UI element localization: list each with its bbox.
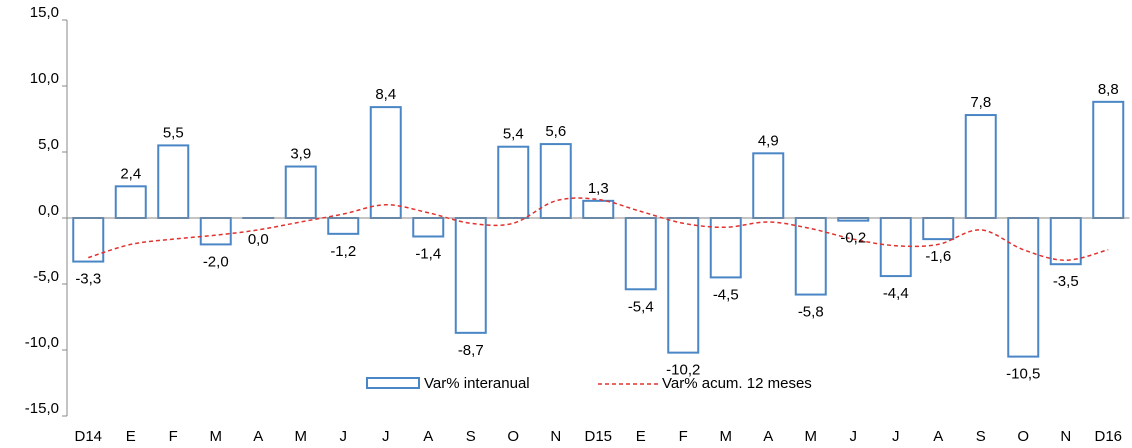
legend-label-interanual: Var% interanual (424, 375, 530, 392)
data-label: -5,4 (628, 298, 654, 315)
bar (412, 217, 445, 238)
line-series (88, 197, 1109, 261)
data-label: 3,9 (290, 146, 311, 163)
data-label: -1,2 (330, 243, 356, 260)
x-tick-label: O (507, 428, 519, 445)
bar (1007, 217, 1040, 358)
x-tick-label: D14 (74, 428, 102, 445)
bar (114, 185, 147, 220)
data-label: 5,4 (503, 126, 524, 143)
y-tick-label: 10,0 (30, 70, 59, 87)
bar (879, 217, 912, 278)
data-label: 0,0 (248, 231, 269, 248)
x-tick-label: D16 (1094, 428, 1122, 445)
y-axis: 15,0 10,0 5,0 0,0 -5,0 -10,0 -15,0 (25, 4, 68, 417)
line-path (88, 197, 1109, 261)
y-tick-label: 5,0 (38, 136, 59, 153)
data-label: -3,5 (1053, 273, 1079, 290)
x-tick-label: J (382, 428, 390, 445)
legend-bar-swatch (366, 377, 420, 389)
bar (624, 217, 657, 291)
data-label: 4,9 (758, 132, 779, 149)
bar (582, 199, 615, 219)
x-tick-label: A (423, 428, 433, 445)
bar-series (72, 100, 1125, 358)
data-label: -10,2 (666, 362, 700, 379)
x-tick-label: S (466, 428, 476, 445)
x-tick-label: J (892, 428, 900, 445)
bar (284, 165, 317, 220)
bar (922, 217, 955, 241)
data-label: 8,4 (375, 86, 396, 103)
bar (667, 217, 700, 354)
data-label: -0,2 (840, 230, 866, 247)
bar (1092, 100, 1125, 219)
bar (539, 143, 572, 219)
x-tick-label: M (295, 428, 308, 445)
category-labels: D14 E F M A M J J A S O N D15 E F M A M J J A S O N D16 (74, 428, 1122, 445)
x-tick-label: M (805, 428, 818, 445)
y-tick-label: -5,0 (33, 268, 59, 285)
y-tick-label: 0,0 (38, 202, 59, 219)
data-label: -4,4 (883, 285, 909, 302)
bar (794, 217, 827, 296)
y-tick-label: -10,0 (25, 334, 59, 351)
data-label: 5,6 (545, 123, 566, 140)
bar (752, 152, 785, 220)
legend: Var% interanual Var% acum. 12 meses (366, 375, 812, 392)
x-tick-label: S (976, 428, 986, 445)
data-label: 1,3 (588, 180, 609, 197)
x-tick-label: J (340, 428, 348, 445)
x-tick-label: A (933, 428, 943, 445)
bar (327, 217, 360, 235)
data-label: -1,4 (415, 245, 441, 262)
data-label: -8,7 (458, 342, 484, 359)
data-label: 5,5 (163, 124, 184, 141)
bar (497, 145, 530, 219)
x-tick-label: E (126, 428, 136, 445)
x-tick-label: O (1017, 428, 1029, 445)
legend-label-acumulado: Var% acum. 12 meses (662, 375, 812, 392)
bar (454, 217, 487, 334)
bar (157, 144, 190, 219)
data-labels: -3,3 2,4 5,5 -2,0 0,0 3,9 -1,2 8,4 -1,4 -8,7 5,4 5,… (75, 81, 1118, 383)
data-label: 2,4 (120, 165, 141, 182)
x-tick-label: D15 (584, 428, 612, 445)
data-label: -5,8 (798, 304, 824, 321)
data-label: -1,6 (925, 248, 951, 265)
bar (199, 217, 232, 246)
bar (964, 114, 997, 219)
data-label: -2,0 (203, 253, 229, 270)
x-tick-label: J (850, 428, 858, 445)
x-tick-label: F (679, 428, 688, 445)
x-tick-label: F (169, 428, 178, 445)
data-label: -4,5 (713, 286, 739, 303)
y-tick-label: -15,0 (25, 400, 59, 417)
x-tick-label: M (720, 428, 733, 445)
bar (72, 217, 105, 263)
bar (1049, 217, 1082, 266)
x-tick-label: N (550, 428, 561, 445)
x-tick-label: M (210, 428, 223, 445)
data-label: 8,8 (1098, 81, 1119, 98)
bar (369, 106, 402, 219)
y-tick-label: 15,0 (30, 4, 59, 21)
x-tick-label: N (1060, 428, 1071, 445)
data-label: -10,5 (1006, 366, 1040, 383)
x-tick-label: A (253, 428, 263, 445)
data-label: 7,8 (970, 94, 991, 111)
x-tick-label: E (636, 428, 646, 445)
data-label: -3,3 (75, 271, 101, 288)
x-tick-label: A (763, 428, 773, 445)
